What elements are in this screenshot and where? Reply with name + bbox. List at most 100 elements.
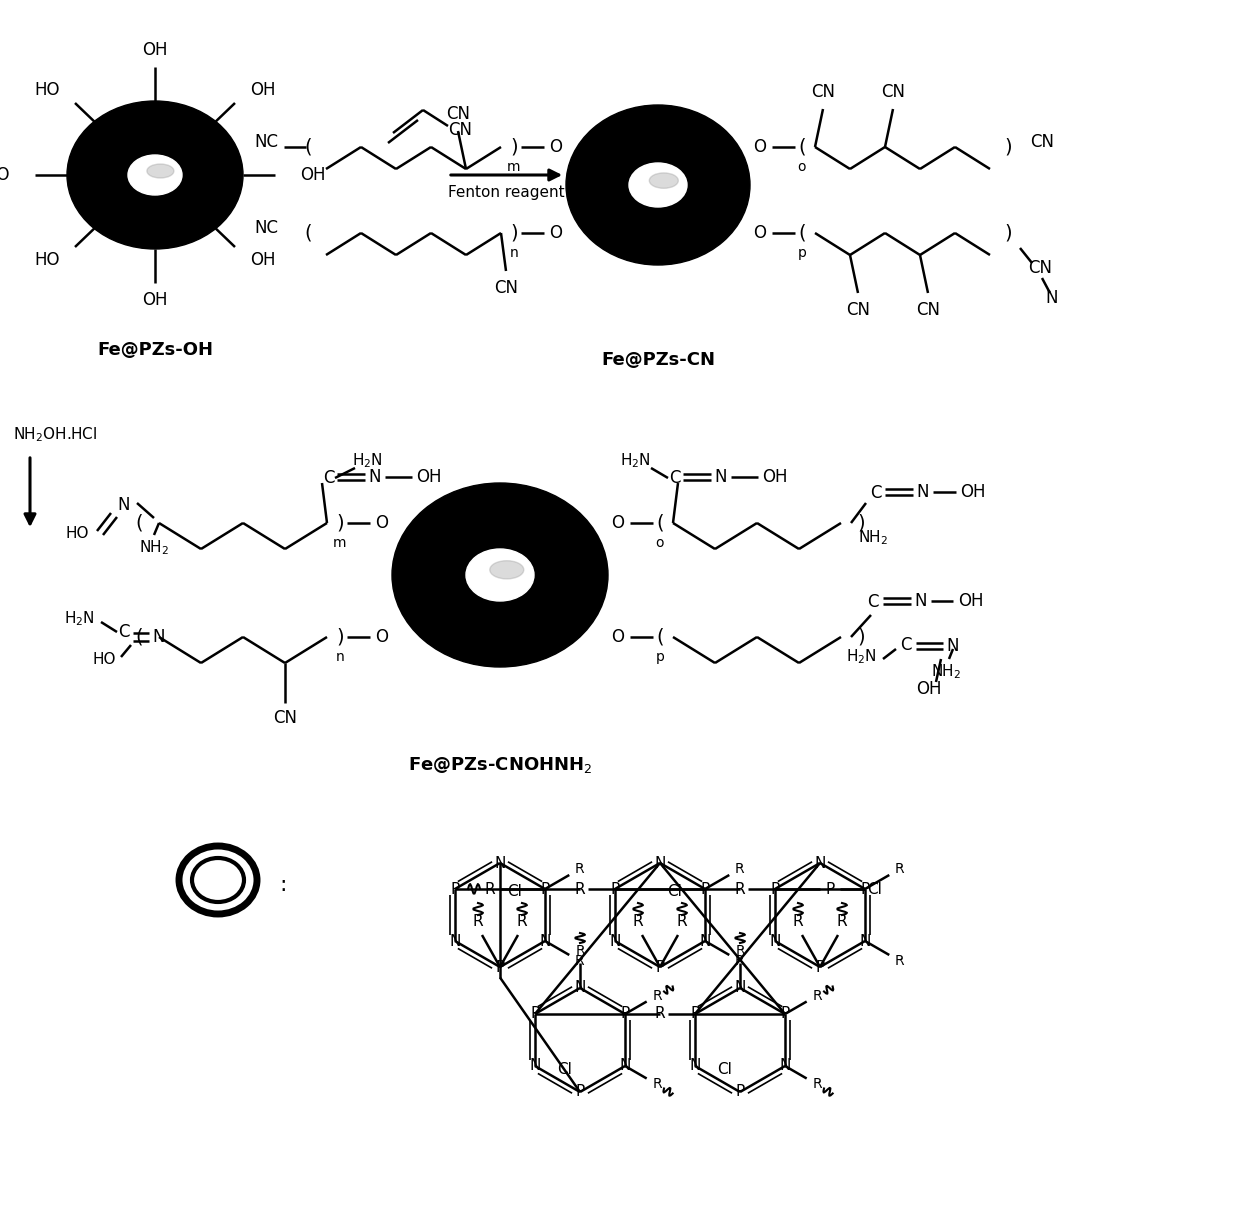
Text: P: P (816, 959, 825, 974)
Text: CN: CN (811, 83, 835, 101)
Text: OH: OH (300, 166, 326, 185)
Text: N: N (655, 855, 666, 870)
Text: C: C (867, 593, 879, 611)
Text: C: C (324, 469, 335, 488)
Text: P: P (575, 1084, 584, 1100)
Text: OH: OH (143, 42, 167, 59)
Text: N: N (699, 934, 711, 948)
Text: N: N (734, 980, 745, 996)
Text: R: R (812, 989, 822, 1002)
Text: N: N (815, 855, 826, 870)
Text: O: O (376, 514, 388, 532)
Text: N: N (153, 628, 165, 646)
Text: P: P (610, 881, 620, 897)
Text: P: P (735, 1084, 745, 1100)
Text: OH: OH (250, 81, 275, 99)
Text: H$_2$N: H$_2$N (846, 648, 877, 666)
Text: o: o (656, 536, 665, 550)
Text: NH$_2$OH.HCl: NH$_2$OH.HCl (12, 425, 97, 445)
Text: R: R (812, 1078, 822, 1091)
Text: ): ) (1004, 138, 1012, 156)
Text: NH$_2$: NH$_2$ (139, 539, 169, 557)
Text: (: ( (304, 224, 311, 242)
Text: HO: HO (92, 651, 115, 666)
Text: CN: CN (880, 83, 905, 101)
Text: R: R (472, 914, 484, 930)
Ellipse shape (146, 164, 174, 178)
Text: n: n (336, 650, 345, 664)
Text: OH: OH (763, 468, 787, 486)
Text: H$_2$N: H$_2$N (620, 452, 650, 470)
Text: NC: NC (254, 219, 278, 237)
Text: NH$_2$: NH$_2$ (858, 529, 888, 547)
Text: R: R (655, 1007, 666, 1022)
Text: P: P (770, 881, 780, 897)
Text: NH$_2$: NH$_2$ (931, 662, 961, 682)
Text: R: R (574, 881, 585, 897)
Text: CN: CN (1030, 133, 1054, 152)
Text: N: N (495, 855, 506, 870)
Text: O: O (376, 628, 388, 646)
Text: Fe@PZs-CNOHNH$_2$: Fe@PZs-CNOHNH$_2$ (408, 755, 591, 775)
Text: R: R (575, 945, 585, 958)
Text: OH: OH (916, 679, 941, 698)
Text: m: m (507, 160, 521, 174)
Text: P: P (620, 1007, 630, 1022)
Text: m: m (334, 536, 347, 550)
Text: N: N (859, 934, 870, 948)
Text: O: O (754, 138, 766, 156)
Text: (: ( (304, 138, 311, 156)
Text: N: N (529, 1058, 541, 1073)
Text: Fe@PZs-CN: Fe@PZs-CN (601, 351, 715, 369)
Text: (: ( (656, 628, 663, 646)
Text: R: R (652, 1078, 662, 1091)
Text: P: P (450, 881, 460, 897)
Ellipse shape (565, 105, 750, 265)
Text: P: P (691, 1007, 699, 1022)
Text: N: N (947, 637, 960, 655)
Text: HO: HO (35, 81, 60, 99)
Text: R: R (575, 862, 584, 876)
Text: P: P (780, 1007, 790, 1022)
Text: R: R (735, 945, 745, 958)
Text: N: N (619, 1058, 631, 1073)
Ellipse shape (650, 172, 678, 188)
Text: (: ( (656, 513, 663, 533)
Text: ): ) (510, 224, 518, 242)
Text: O: O (611, 628, 625, 646)
Text: P: P (541, 881, 549, 897)
Text: R: R (734, 881, 745, 897)
Text: :: : (279, 875, 286, 895)
Text: N: N (574, 980, 585, 996)
Text: P: P (531, 1007, 539, 1022)
Text: N: N (368, 468, 381, 486)
Text: CN: CN (916, 301, 940, 319)
Text: R: R (735, 862, 744, 876)
Text: C: C (118, 623, 130, 642)
Text: p: p (656, 650, 665, 664)
Text: OH: OH (960, 483, 986, 501)
Text: N: N (714, 468, 727, 486)
Text: R: R (632, 914, 644, 930)
Text: Cl: Cl (507, 884, 522, 898)
Text: R: R (485, 881, 495, 897)
Text: N: N (449, 934, 460, 948)
Text: p: p (797, 246, 806, 260)
Text: R: R (652, 989, 662, 1002)
Text: C: C (670, 469, 681, 488)
Text: CN: CN (1028, 259, 1052, 277)
Text: Cl: Cl (868, 881, 883, 897)
Text: P: P (495, 959, 505, 974)
Text: Fe@PZs-OH: Fe@PZs-OH (97, 341, 213, 359)
Text: C: C (870, 484, 882, 502)
Ellipse shape (67, 101, 243, 249)
Text: CN: CN (494, 279, 518, 297)
Text: R: R (792, 914, 804, 930)
Text: R: R (895, 862, 904, 876)
Text: CN: CN (846, 301, 870, 319)
Text: R: R (735, 954, 744, 968)
Text: N: N (609, 934, 621, 948)
Text: CN: CN (273, 709, 298, 727)
Text: N: N (118, 496, 130, 514)
Text: N: N (915, 591, 928, 610)
